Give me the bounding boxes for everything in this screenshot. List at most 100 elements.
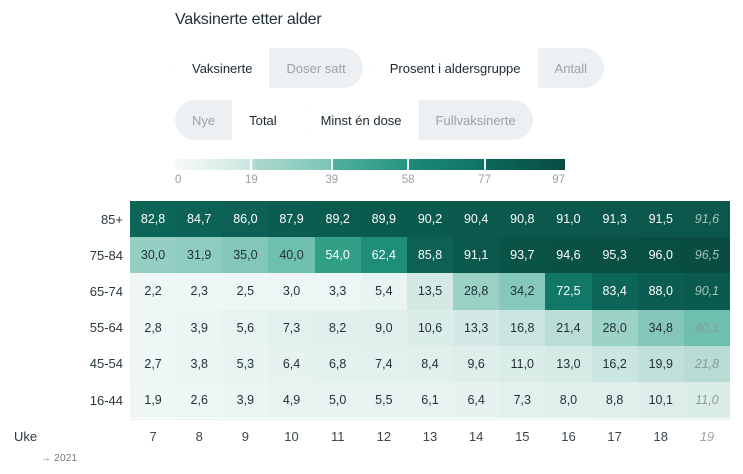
heatmap-cell[interactable]: 2,2: [130, 273, 177, 310]
heatmap-cell[interactable]: 2,7: [130, 345, 177, 382]
heatmap-cell[interactable]: 96,5: [683, 237, 730, 274]
heatmap-cell[interactable]: 21,4: [545, 309, 592, 346]
heatmap-cell[interactable]: 87,9: [268, 201, 315, 238]
heatmap-cell[interactable]: 2,5: [222, 273, 269, 310]
heatmap-cell[interactable]: 91,6: [683, 201, 730, 238]
toggle-metric[interactable]: Vaksinerte Doser satt: [175, 48, 363, 88]
heatmap-cell[interactable]: 11,0: [683, 381, 730, 419]
heatmap-cell[interactable]: 5,4: [360, 273, 407, 310]
heatmap-cell[interactable]: 5,5: [360, 381, 407, 419]
heatmap-cell[interactable]: 93,7: [499, 237, 546, 274]
heatmap-cell[interactable]: 3,8: [176, 345, 223, 382]
heatmap-cell[interactable]: 13,3: [453, 309, 500, 346]
heatmap-cell[interactable]: 89,9: [360, 201, 407, 238]
heatmap-cell[interactable]: 6,4: [268, 345, 315, 382]
heatmap-cell[interactable]: 21,8: [683, 345, 730, 382]
heatmap-cell[interactable]: 94,6: [545, 237, 592, 274]
heatmap-cell[interactable]: 8,0: [545, 381, 592, 419]
year-footnote: → 2021: [41, 453, 78, 464]
heatmap-cell[interactable]: 72,5: [545, 273, 592, 310]
age-group-label: 85+: [0, 201, 130, 238]
heatmap-cell[interactable]: 7,3: [499, 381, 546, 419]
heatmap-cell[interactable]: 1,9: [130, 381, 177, 419]
heatmap-cell[interactable]: 34,2: [499, 273, 546, 310]
heatmap-cell[interactable]: 11,0: [499, 345, 546, 382]
heatmap-cell[interactable]: 2,3: [176, 273, 223, 310]
heatmap-cell[interactable]: 13,0: [545, 345, 592, 382]
heatmap-cell[interactable]: 35,0: [222, 237, 269, 274]
heatmap-cell[interactable]: 8,8: [591, 381, 638, 419]
week-tick-label: 15: [515, 428, 530, 444]
heatmap-cell[interactable]: 82,8: [130, 201, 177, 238]
week-tick-label: 8: [195, 428, 203, 444]
heatmap-cell[interactable]: 28,0: [591, 309, 638, 346]
age-group-label: 75-84: [0, 237, 130, 274]
heatmap-cell[interactable]: 3,9: [222, 381, 269, 419]
toggle-metric-option-2[interactable]: Doser satt: [286, 60, 346, 76]
heatmap-row: 75-84 30,0 31,9 35,0 40,0 54,0 62,4 85,8 91,1 93,…: [0, 237, 730, 274]
heatmap-cell[interactable]: 7,4: [360, 345, 407, 382]
heatmap-cell[interactable]: 95,3: [591, 237, 638, 274]
heatmap-cell[interactable]: 9,0: [360, 309, 407, 346]
heatmap-cell[interactable]: 31,9: [176, 237, 223, 274]
heatmap-cell[interactable]: 40,0: [268, 237, 315, 274]
heatmap-cell[interactable]: 28,8: [453, 273, 500, 310]
heatmap-cell[interactable]: 91,1: [453, 237, 500, 274]
age-group-label: 65-74: [0, 273, 130, 310]
heatmap-cell[interactable]: 90,8: [499, 201, 546, 238]
heatmap-cell[interactable]: 30,0: [130, 237, 177, 274]
heatmap-cell[interactable]: 34,8: [637, 309, 684, 346]
heatmap-cell[interactable]: 89,2: [314, 201, 361, 238]
heatmap-cell[interactable]: 91,5: [637, 201, 684, 238]
toggle-period-option-2[interactable]: Total: [232, 100, 294, 140]
heatmap-baseline: [130, 418, 730, 420]
heatmap-cell[interactable]: 90,2: [406, 201, 454, 238]
heatmap-cell[interactable]: 13,5: [406, 273, 454, 310]
heatmap-cell[interactable]: 19,9: [637, 345, 684, 382]
heatmap-cell[interactable]: 86,0: [222, 201, 269, 238]
heatmap-cell[interactable]: 96,0: [637, 237, 684, 274]
heatmap-cell[interactable]: 83,4: [591, 273, 638, 310]
heatmap-cell[interactable]: 6,4: [453, 381, 500, 419]
legend-tick-mark: [250, 159, 253, 170]
toggle-dose-option-1[interactable]: Minst én dose: [303, 100, 419, 140]
heatmap-cell[interactable]: 10,1: [637, 381, 684, 419]
toggle-unit-option-1[interactable]: Prosent i aldersgruppe: [372, 48, 538, 88]
toggle-row-2: Nye Total Minst én dose Fullvaksinerte: [175, 100, 533, 140]
heatmap-cell[interactable]: 3,3: [314, 273, 361, 310]
heatmap-cell[interactable]: 85,8: [406, 237, 454, 274]
toggle-period[interactable]: Nye Total: [175, 100, 294, 140]
toggle-dose[interactable]: Minst én dose Fullvaksinerte: [303, 100, 533, 140]
heatmap-cell[interactable]: 16,8: [499, 309, 546, 346]
heatmap-cell[interactable]: 90,1: [683, 273, 730, 310]
heatmap-cell[interactable]: 84,7: [176, 201, 223, 238]
toggle-period-option-1[interactable]: Nye: [192, 112, 216, 128]
heatmap-cell[interactable]: 10,6: [406, 309, 454, 346]
heatmap-cell[interactable]: 54,0: [314, 237, 361, 274]
heatmap-cell[interactable]: 91,3: [591, 201, 638, 238]
toggle-unit-option-2[interactable]: Antall: [554, 60, 588, 76]
heatmap-cell[interactable]: 40,1: [683, 309, 730, 346]
heatmap-cell[interactable]: 5,6: [222, 309, 269, 346]
heatmap-cell[interactable]: 88,0: [637, 273, 684, 310]
toggle-metric-option-1[interactable]: Vaksinerte: [175, 48, 270, 88]
heatmap-cell[interactable]: 6,1: [406, 381, 454, 419]
heatmap-cell[interactable]: 3,9: [176, 309, 223, 346]
toggle-dose-option-2[interactable]: Fullvaksinerte: [435, 112, 516, 128]
heatmap-cell[interactable]: 3,0: [268, 273, 315, 310]
heatmap-cell[interactable]: 90,4: [453, 201, 500, 238]
heatmap-cell[interactable]: 2,8: [130, 309, 177, 346]
heatmap-cell[interactable]: 8,2: [314, 309, 361, 346]
heatmap-cell[interactable]: 7,3: [268, 309, 315, 346]
heatmap-cell[interactable]: 5,3: [222, 345, 269, 382]
heatmap-cell[interactable]: 16,2: [591, 345, 638, 382]
heatmap-cell[interactable]: 8,4: [406, 345, 454, 382]
toggle-unit[interactable]: Prosent i aldersgruppe Antall: [372, 48, 605, 88]
heatmap-cell[interactable]: 9,6: [453, 345, 500, 382]
heatmap-cell[interactable]: 6,8: [314, 345, 361, 382]
heatmap-cell[interactable]: 62,4: [360, 237, 407, 274]
heatmap-cell[interactable]: 91,0: [545, 201, 592, 238]
heatmap-cell[interactable]: 2,6: [176, 381, 223, 419]
heatmap-cell[interactable]: 5,0: [314, 381, 361, 419]
heatmap-cell[interactable]: 4,9: [268, 381, 315, 419]
